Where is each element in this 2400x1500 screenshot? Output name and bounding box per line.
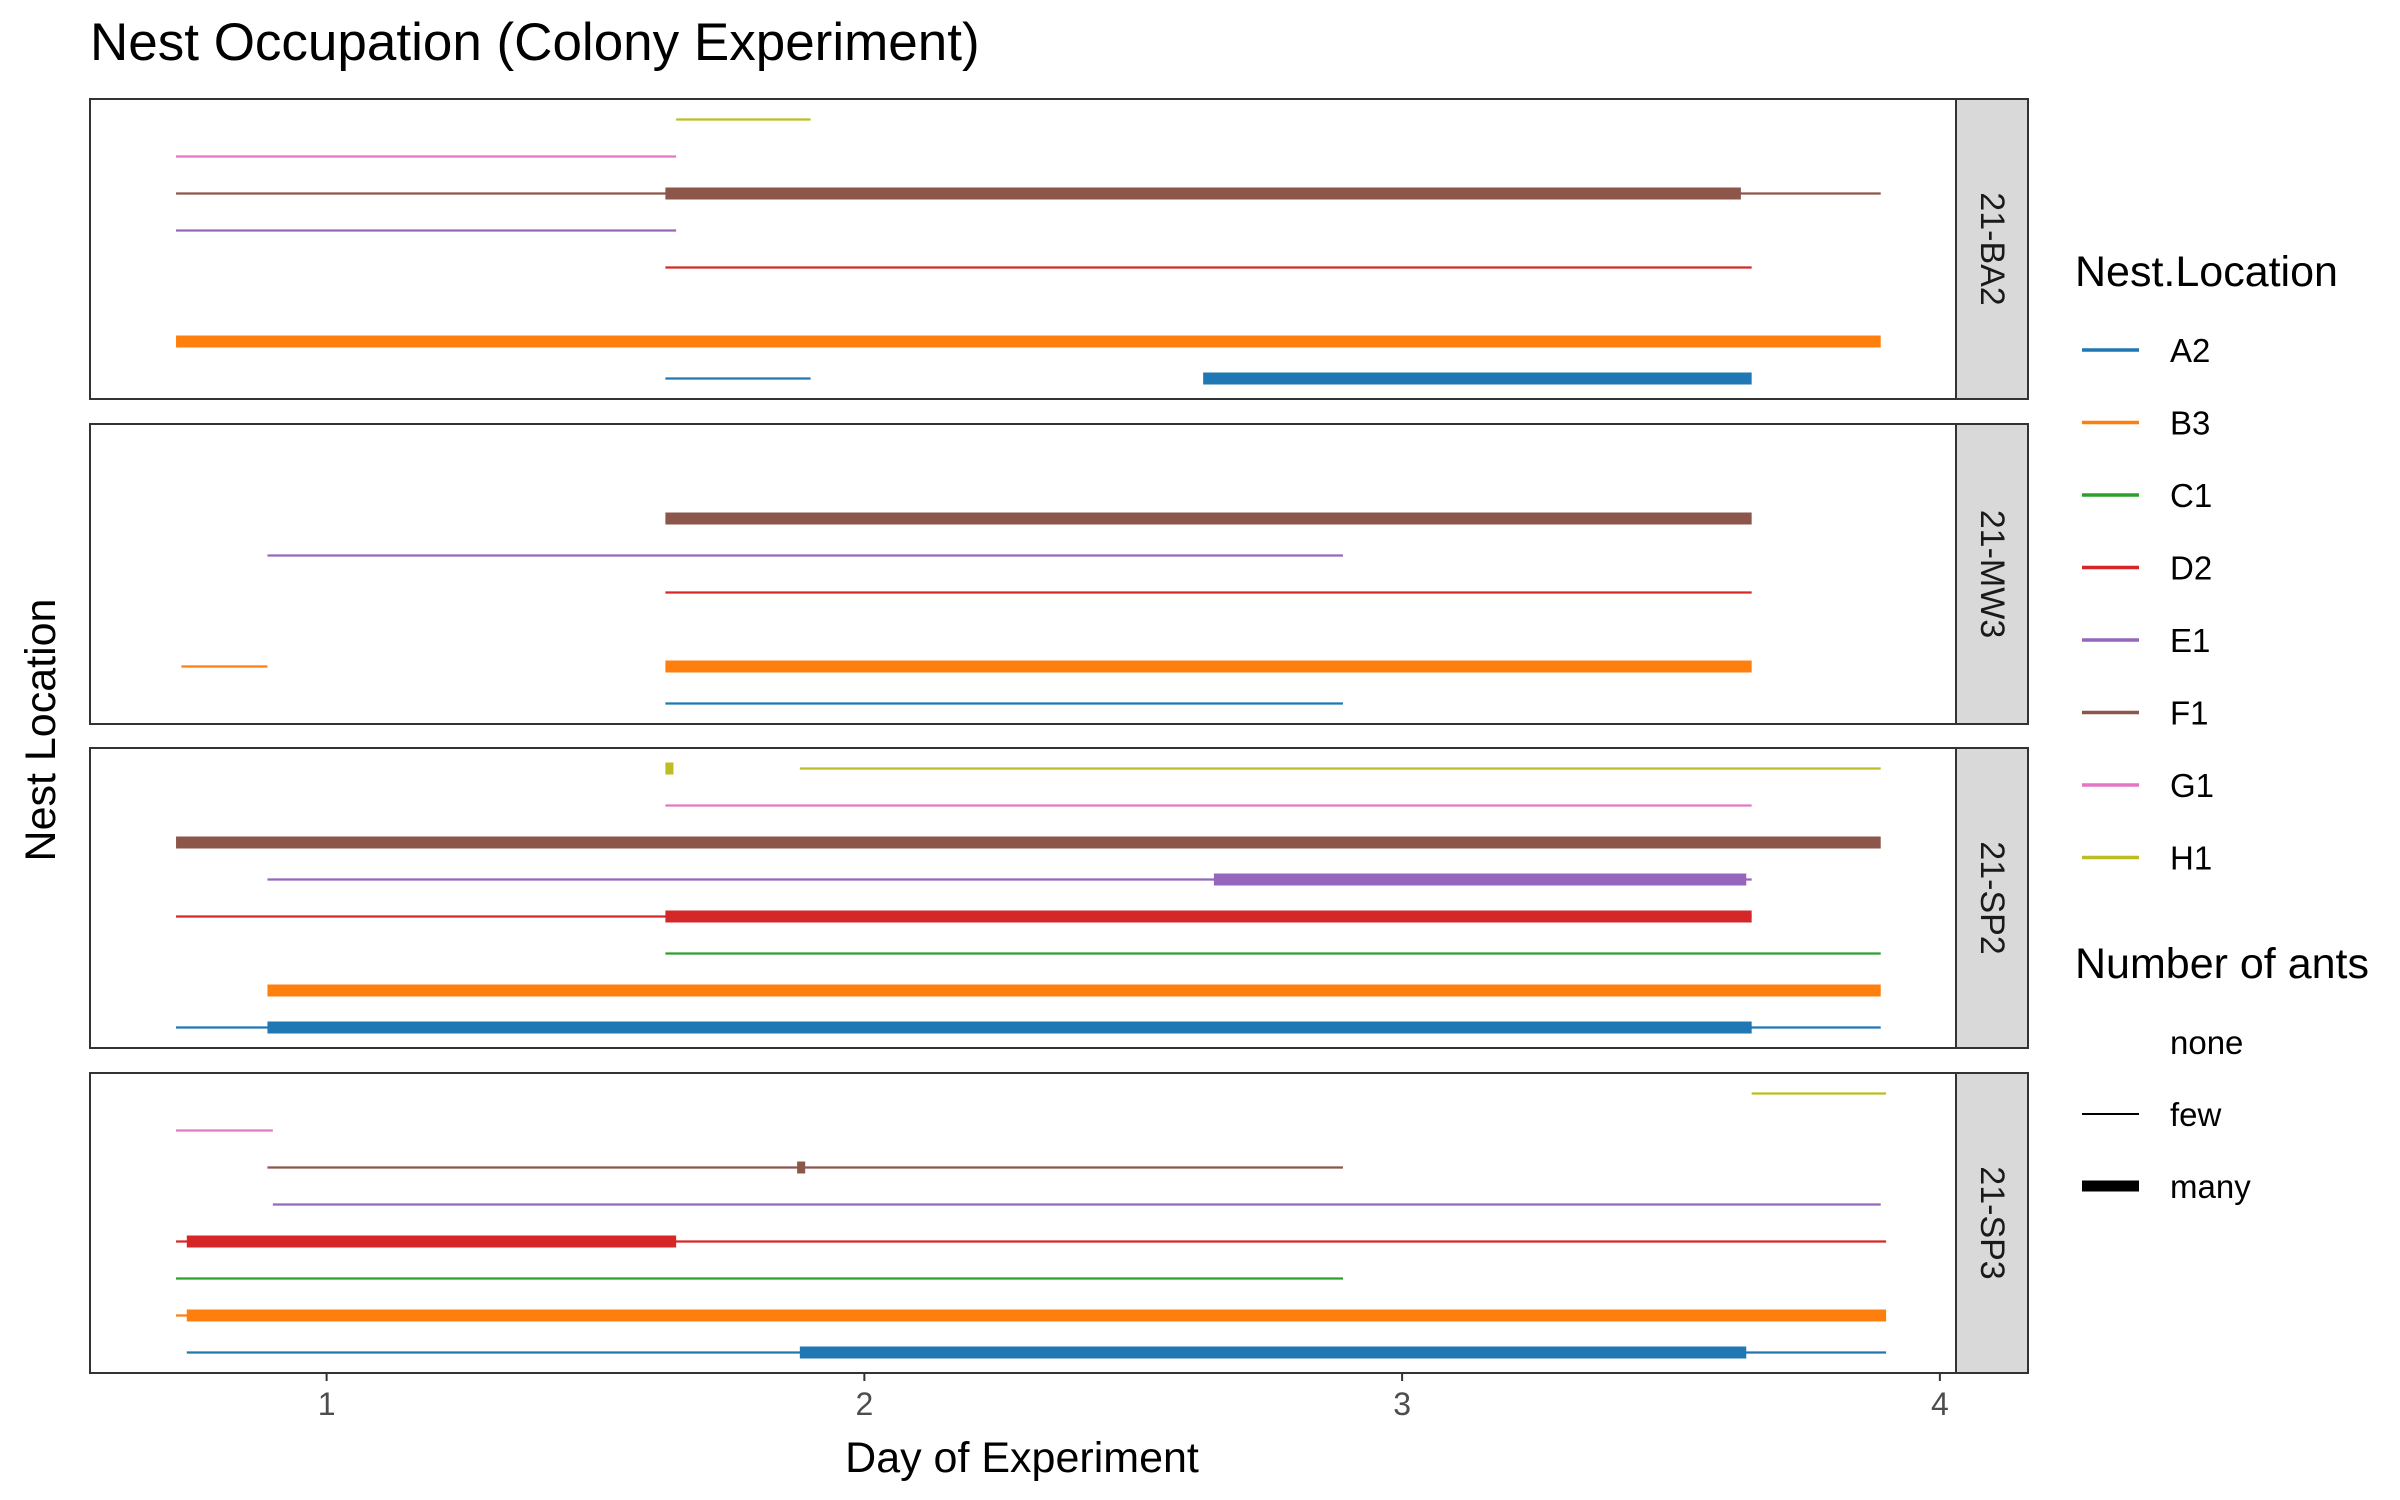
panel-border	[89, 1072, 1957, 1374]
panel-21-mw3: 21-MW3	[89, 423, 2029, 725]
legend-size-label: none	[2170, 1024, 2243, 1061]
legend-item-d2: D2	[2082, 550, 2212, 587]
strip-background	[1955, 98, 2029, 400]
x-tick-label: 1	[318, 1386, 336, 1422]
panel-border	[89, 98, 1957, 400]
legend-item-h1: H1	[2082, 840, 2212, 877]
legend-item-a2: A2	[2082, 332, 2210, 369]
panel-21-sp2: 21-SP2	[89, 747, 2029, 1049]
strip-background	[1955, 747, 2029, 1049]
legend: Nest.Location A2 B3 C1 D2 E1 F1 G1 H1 Number of…	[2075, 248, 2369, 1205]
legend-size-keys: none few many	[2082, 1024, 2251, 1205]
y-axis-title: Nest Location	[17, 599, 65, 862]
legend-label: F1	[2170, 695, 2209, 732]
legend-item-e1: E1	[2082, 622, 2210, 659]
legend-label: E1	[2170, 622, 2210, 659]
legend-size-few: few	[2082, 1096, 2222, 1133]
legend-label: A2	[2170, 332, 2210, 369]
legend-label: C1	[2170, 477, 2212, 514]
strip-background	[1955, 423, 2029, 725]
legend-title-nest-location: Nest.Location	[2075, 248, 2338, 296]
legend-item-g1: G1	[2082, 767, 2214, 804]
legend-label: D2	[2170, 550, 2212, 587]
strip-label: 21-SP3	[1973, 1166, 2011, 1279]
legend-size-none: none	[2170, 1024, 2243, 1061]
legend-color-keys: A2 B3 C1 D2 E1 F1 G1 H1	[2082, 332, 2214, 877]
strip-label: 21-BA2	[1973, 192, 2011, 305]
strip-background	[1955, 1072, 2029, 1374]
x-tick-label: 4	[1931, 1386, 1949, 1422]
legend-size-label: many	[2170, 1168, 2251, 1205]
legend-title-number-of-ants: Number of ants	[2075, 940, 2369, 988]
panel-border	[89, 423, 1957, 725]
legend-item-f1: F1	[2082, 695, 2209, 732]
x-axis: 1 2 3 4	[318, 1373, 1949, 1422]
legend-size-label: few	[2170, 1096, 2222, 1133]
legend-item-b3: B3	[2082, 405, 2210, 442]
panel-21-sp3: 21-SP3	[89, 1072, 2029, 1374]
chart-title: Nest Occupation (Colony Experiment)	[90, 13, 980, 72]
legend-size-many: many	[2082, 1168, 2251, 1205]
x-tick-label: 3	[1393, 1386, 1411, 1422]
x-tick-label: 2	[855, 1386, 873, 1422]
panel-21-ba2: 21-BA2	[89, 98, 2029, 400]
legend-label: B3	[2170, 405, 2210, 442]
strip-label: 21-MW3	[1973, 510, 2011, 638]
legend-label: G1	[2170, 767, 2214, 804]
legend-item-c1: C1	[2082, 477, 2212, 514]
panel-border	[89, 747, 1957, 1049]
facet-panels: 21-BA2 21-MW3 21-SP2 21-SP3	[89, 98, 2029, 1374]
x-axis-title: Day of Experiment	[845, 1434, 1199, 1482]
strip-label: 21-SP2	[1973, 841, 2011, 954]
legend-label: H1	[2170, 840, 2212, 877]
